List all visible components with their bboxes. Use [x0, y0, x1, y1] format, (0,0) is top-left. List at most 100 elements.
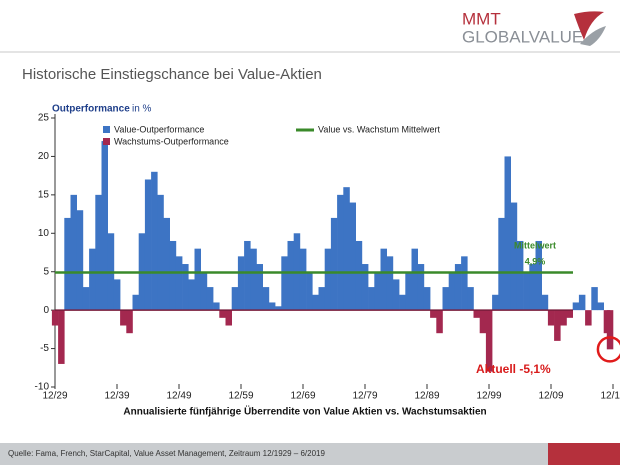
x-tick-label: 12/59 [228, 391, 253, 402]
area-column [225, 310, 232, 326]
area-column [405, 271, 412, 311]
area-column [386, 256, 394, 311]
highlight-circle [596, 336, 620, 363]
area-column [473, 310, 480, 318]
area-column [349, 202, 356, 311]
area-column [442, 287, 449, 311]
slide-title: Historische Einstiegschance bei Value-Ak… [22, 66, 322, 83]
x-tick-label: 12/29 [42, 391, 67, 402]
area-column [411, 248, 418, 311]
area-column [281, 256, 288, 311]
area-column [76, 210, 84, 311]
area-column [275, 306, 282, 311]
area-column [256, 264, 263, 311]
area-column [318, 287, 325, 311]
area-column [448, 271, 456, 311]
area-column [606, 310, 614, 350]
area-column [436, 310, 443, 334]
area-column [200, 271, 208, 311]
area-column [529, 264, 536, 311]
area-column [343, 187, 350, 311]
area-column [175, 256, 183, 311]
area-column [188, 279, 195, 311]
area-column [560, 310, 567, 326]
area-column [219, 310, 226, 318]
area-column [547, 310, 555, 326]
area-column [399, 294, 406, 311]
legend-label: Value-Outperformance [114, 124, 204, 134]
area-column [306, 271, 313, 311]
legend-swatch [103, 138, 110, 145]
area-column [64, 217, 71, 311]
area-column [380, 248, 387, 311]
area-column [535, 240, 542, 311]
x-tick-label: 12/89 [414, 391, 439, 402]
area-column [591, 287, 598, 311]
area-column [578, 294, 586, 311]
area-column [554, 310, 561, 341]
x-tick-label: 12/69 [290, 391, 315, 402]
legend-label: Value vs. Wachstum Mittelwert [318, 124, 441, 134]
area-column [95, 194, 102, 311]
y-tick-label: -5 [40, 343, 49, 354]
area-column [504, 156, 511, 311]
area-column [566, 310, 573, 318]
y-tick-label: -10 [35, 382, 50, 393]
area-column [479, 310, 487, 334]
y-axis-unit: in % [132, 104, 152, 115]
footer-accent [548, 443, 620, 465]
x-tick-label: 12/49 [166, 391, 191, 402]
area-column [250, 248, 257, 311]
legend-label: Wachstums-Outperformance [114, 136, 229, 146]
mean-title: Mittelwert [514, 240, 556, 250]
x-tick-label: 12/19 [600, 391, 620, 402]
y-tick-label: 15 [38, 189, 50, 200]
area-column [231, 287, 239, 311]
area-column [244, 240, 251, 311]
y-axis-label: Outperformance [52, 104, 130, 115]
area-column [262, 287, 270, 311]
area-column [169, 240, 177, 311]
area-column [337, 194, 344, 311]
y-tick-label: 20 [38, 151, 50, 162]
area-column [157, 194, 164, 311]
logo [574, 11, 604, 41]
area-column [368, 287, 375, 311]
area-column [182, 264, 189, 311]
footer-text: Quelle: Fama, French, StarCapital, Value… [8, 449, 325, 458]
area-column [58, 310, 65, 364]
area-column [194, 248, 201, 311]
area-column [287, 240, 294, 311]
area-column [126, 310, 133, 334]
area-column [423, 287, 431, 311]
x-tick-label: 12/39 [104, 391, 129, 402]
area-column [151, 171, 158, 311]
area-column [541, 294, 549, 311]
area-column [355, 240, 363, 311]
mean-value: 4,9% [525, 256, 546, 266]
area-column [374, 271, 381, 311]
area-column [213, 302, 220, 311]
x-tick-label: 12/79 [352, 391, 377, 402]
legend-swatch [103, 126, 110, 133]
area-column [461, 256, 468, 311]
area-column [132, 294, 139, 311]
logo [580, 26, 606, 46]
area-column [572, 302, 580, 311]
area-column [237, 256, 245, 311]
area-column [523, 271, 530, 311]
x-axis-label: Annualisierte fünfjährige Überrendite vo… [123, 405, 486, 418]
area-column [312, 294, 319, 311]
area-column [120, 310, 127, 326]
footer-bar [0, 443, 620, 465]
area-column [163, 217, 170, 311]
area-column [324, 248, 332, 311]
x-tick-label: 12/09 [538, 391, 563, 402]
area-column [70, 194, 77, 311]
y-tick-label: 0 [43, 305, 49, 316]
area-column [585, 310, 592, 326]
area-column [467, 287, 474, 311]
area-column [417, 264, 425, 311]
area-column [51, 310, 59, 326]
